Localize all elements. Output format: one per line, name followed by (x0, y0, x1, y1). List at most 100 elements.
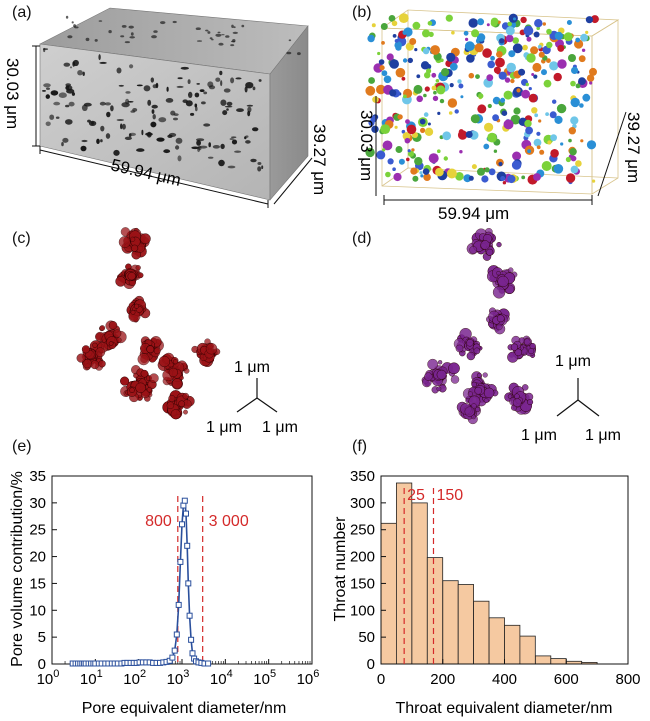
pore-blob (378, 59, 385, 65)
chart-f-ylabel: Throat number (332, 516, 349, 622)
x-tick-label: 104 (210, 668, 233, 688)
pore-spot (71, 92, 75, 96)
pore-spot (143, 85, 151, 92)
pore-blob (528, 93, 538, 103)
pore-spot (62, 137, 69, 143)
pore-blob (537, 44, 542, 49)
pore-blob (447, 98, 458, 108)
cluster-blob (120, 376, 130, 386)
pore-blob (560, 142, 564, 146)
pore-blob (507, 21, 512, 27)
pore-spot (105, 133, 111, 139)
pore-spot (218, 42, 224, 46)
pore-blob (512, 37, 519, 44)
pore-blob (510, 114, 521, 125)
pore-blob (468, 18, 478, 28)
pore-blob (423, 173, 431, 181)
pore-spot (136, 84, 143, 87)
pore-blob (413, 84, 423, 94)
pore-spot (170, 110, 176, 116)
pore-spot (45, 121, 51, 127)
pore-blob (527, 149, 531, 154)
cluster-blob (496, 314, 505, 323)
pore-blob (589, 81, 593, 85)
panel-label-e: (e) (12, 438, 32, 455)
pore-spot (226, 101, 233, 106)
axis-label-d-up: 1 μm (555, 353, 591, 370)
pore-spot (220, 99, 227, 106)
pore-blob (478, 93, 484, 99)
dim-label-a-height: 30.03 μm (3, 58, 22, 129)
pore-blob (512, 43, 523, 54)
pore-blob (419, 171, 423, 175)
cluster-blob (92, 342, 98, 348)
pore-blob (488, 168, 496, 176)
pore-blob (530, 46, 539, 55)
pore-blob (512, 151, 522, 161)
pore-blob (394, 39, 399, 43)
cluster-blob (158, 355, 171, 368)
histogram-bar (504, 624, 521, 665)
cluster-blob (496, 270, 501, 276)
pore-blob (442, 131, 452, 141)
pore-blob (505, 34, 514, 43)
pore-blob (386, 53, 394, 61)
pore-spot (152, 114, 156, 120)
pore-blob (424, 127, 434, 136)
cluster-blob (507, 394, 513, 399)
axis-triad-d (556, 378, 600, 417)
pore-spot (98, 20, 103, 22)
pore-spot (116, 67, 122, 74)
pore-spot (45, 94, 50, 99)
pore-blob (474, 43, 484, 53)
pore-spot (125, 98, 130, 105)
cluster-blob (113, 329, 122, 338)
pore-blob (531, 107, 538, 114)
pore-blob (427, 122, 431, 126)
axis-label-d-right: 1 μm (585, 427, 621, 444)
x-tick-label: 200 (430, 671, 455, 688)
pore-blob (416, 95, 424, 103)
pore-spot (98, 54, 101, 61)
axis-triad-c (236, 378, 278, 413)
histogram-bar (473, 600, 490, 665)
pore-blob (585, 30, 589, 34)
pore-spot (231, 139, 238, 145)
x-tick-label: 106 (297, 668, 320, 688)
pore-spot (80, 145, 87, 152)
pore-blob (380, 124, 391, 134)
pore-blob (575, 37, 581, 43)
pore-spot (81, 139, 88, 143)
pore-blob (568, 127, 576, 135)
data-point (189, 650, 196, 657)
pore-blob (553, 164, 564, 174)
pore-spot (130, 110, 136, 113)
pore-spot (231, 136, 237, 139)
pore-spot (288, 39, 292, 42)
pore-blob (546, 28, 552, 35)
histogram-bar (535, 655, 552, 665)
pore-blob (493, 149, 498, 153)
pore-blob (556, 103, 567, 114)
y-tick-label: 25 (29, 522, 46, 539)
y-tick-label: 5 (38, 629, 46, 646)
pore-spot (245, 140, 251, 144)
cluster-blob (183, 409, 188, 415)
pore-blob (443, 156, 448, 161)
pore-spot (77, 70, 83, 76)
pore-blob (505, 26, 515, 36)
pore-blob (402, 58, 408, 63)
pore-blob (409, 38, 417, 45)
pore-spot (207, 156, 214, 159)
pore-blob (454, 109, 459, 114)
pore-spot (223, 88, 231, 93)
pore-spot (153, 30, 158, 33)
x-tick-label: 600 (554, 671, 579, 688)
cluster-blob (482, 372, 488, 378)
pore-spot (194, 92, 200, 98)
pore-spot (196, 140, 202, 146)
x-tick-exponent: 2 (140, 668, 146, 680)
data-point (180, 502, 187, 509)
pore-blob (569, 148, 577, 156)
cluster-blob (469, 245, 478, 254)
